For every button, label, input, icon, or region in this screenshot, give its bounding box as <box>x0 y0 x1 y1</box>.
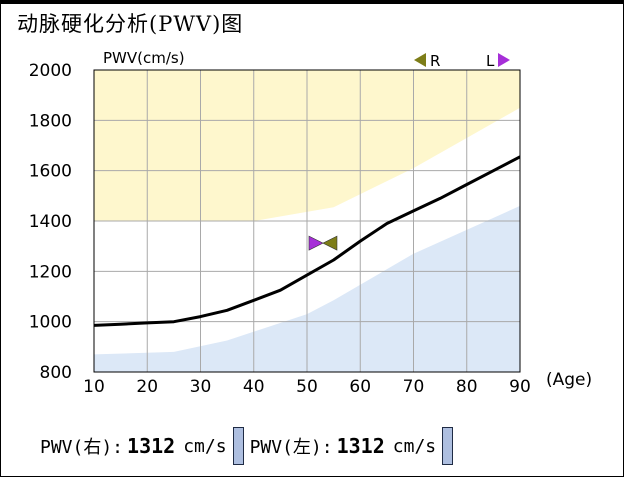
y-tick-label-3: 1400 <box>29 212 72 232</box>
y-tick-label-4: 1200 <box>29 262 72 282</box>
l-marker-icon <box>498 53 510 67</box>
pwv-line-0 <box>94 155 520 327</box>
pwv-left-unit: cm/s <box>392 435 437 457</box>
y-tick-label-5: 1000 <box>29 313 72 333</box>
l-marker-label: L <box>486 52 495 70</box>
pwv-readout: PWV(右): 1312 cm/s PWV(左): 1312 cm/s <box>40 424 459 468</box>
x-tick-label-3: 40 <box>243 377 265 397</box>
y-tick-label-2: 1600 <box>29 162 72 182</box>
pwv-right-indicator <box>232 427 244 465</box>
x-tick-label-8: 90 <box>509 377 531 397</box>
page-title: 动脉硬化分析(PWV)图 <box>17 12 244 36</box>
r-marker-icon <box>414 53 426 67</box>
pwv-left-value: 1312 <box>336 434 385 458</box>
point-marker-left <box>308 235 324 251</box>
x-axis-label: (Age) <box>546 370 592 390</box>
y-tick-label-6: 800 <box>40 363 72 383</box>
x-tick-label-0: 10 <box>83 377 105 397</box>
x-tick-label-4: 50 <box>296 377 318 397</box>
plot-area <box>94 70 520 372</box>
r-marker-label: R <box>430 52 440 70</box>
y-tick-label-1: 1800 <box>29 111 72 131</box>
y-axis-label: PWV(cm/s) <box>103 49 185 67</box>
x-tick-label-1: 20 <box>136 377 158 397</box>
x-tick-label-6: 70 <box>403 377 425 397</box>
x-tick-label-2: 30 <box>190 377 212 397</box>
pwv-left-indicator <box>442 427 454 465</box>
pwv-right-label: PWV(右): <box>40 437 124 458</box>
plot-border <box>93 69 521 373</box>
y-tick-label-0: 2000 <box>29 61 72 81</box>
pwv-left-label: PWV(左): <box>249 437 333 458</box>
x-tick-label-5: 60 <box>349 377 371 397</box>
pwv-right-unit: cm/s <box>183 435 227 457</box>
pwv-right-value: 1312 <box>127 434 176 458</box>
point-marker-right <box>322 235 338 251</box>
x-tick-label-7: 80 <box>456 377 478 397</box>
